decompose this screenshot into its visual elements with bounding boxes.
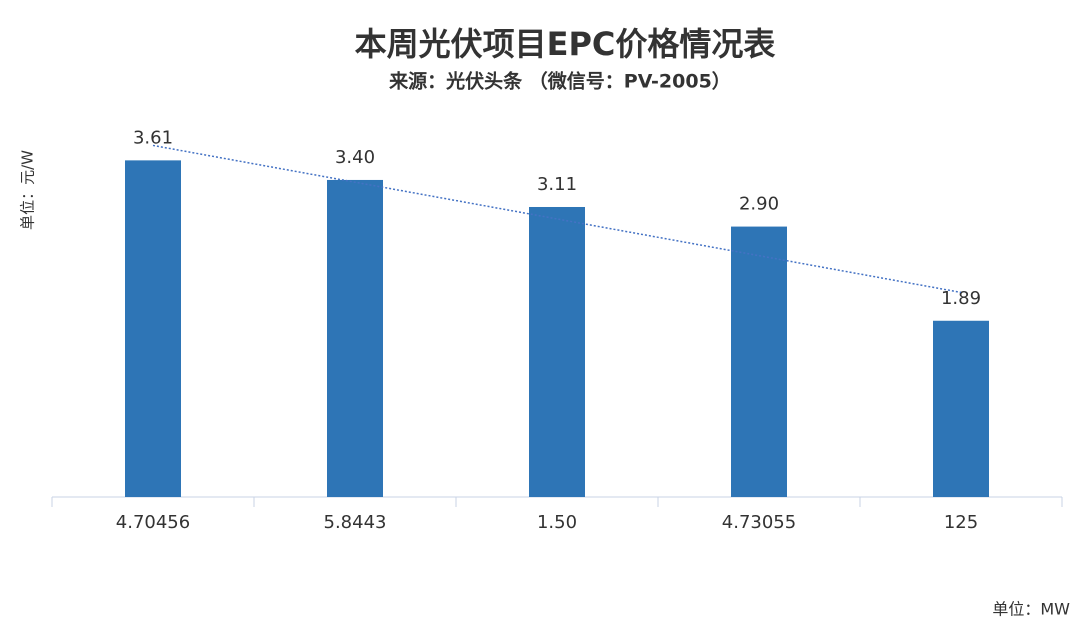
value-label: 3.40 xyxy=(335,147,375,168)
bar xyxy=(125,160,181,497)
x-tick-label: 1.50 xyxy=(537,512,577,533)
y-axis-label: 单位：元/W xyxy=(19,150,37,230)
x-tick-label: 5.8443 xyxy=(324,512,387,533)
x-tick-label: 4.70456 xyxy=(116,512,190,533)
trendline xyxy=(152,144,962,294)
chart-subtitle: 来源：光伏头条 （微信号：PV-2005） xyxy=(389,70,731,93)
value-label: 1.89 xyxy=(941,288,981,309)
bar xyxy=(327,179,383,497)
bar xyxy=(933,320,989,497)
chart-title: 本周光伏项目EPC价格情况表 xyxy=(355,25,776,63)
value-label: 3.61 xyxy=(133,127,173,148)
value-label: 3.11 xyxy=(537,174,577,195)
value-label: 2.90 xyxy=(739,194,779,215)
x-axis-label: 单位：MW xyxy=(992,600,1070,619)
bar xyxy=(731,226,787,497)
x-tick-label: 125 xyxy=(944,512,978,533)
x-tick-label: 4.73055 xyxy=(722,512,796,533)
bar xyxy=(529,206,585,497)
